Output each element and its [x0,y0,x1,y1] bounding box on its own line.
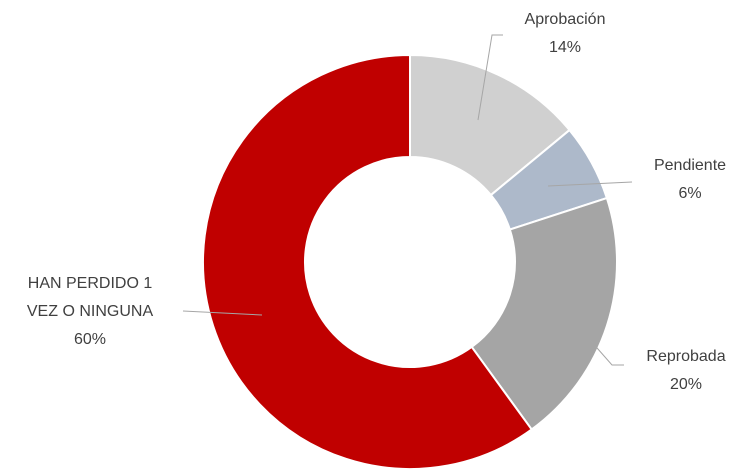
data-label: Reprobada 20% [646,343,725,399]
donut-slice [409,53,571,197]
leader-line [182,310,263,316]
data-label: Pendiente 6% [654,152,726,208]
data-label: Aprobación 14% [525,6,606,62]
category-label: Pendiente [653,157,727,174]
data-label: HAN PERDIDO 1 VEZ O NINGUNA 60% [20,270,160,354]
leader-line [547,181,633,187]
value-label: 20% [669,376,703,393]
category-label: Reprobada [646,348,726,365]
category-label: HAN PERDIDO 1 VEZ O NINGUNA [26,275,154,320]
value-label: 14% [548,39,582,56]
donut-slice [470,196,618,431]
value-label: 6% [678,185,702,202]
leader-line [589,339,624,366]
value-label: 60% [73,331,107,348]
leader-line [477,34,503,121]
category-label: Aprobación [524,11,606,28]
donut-slice [202,53,534,470]
